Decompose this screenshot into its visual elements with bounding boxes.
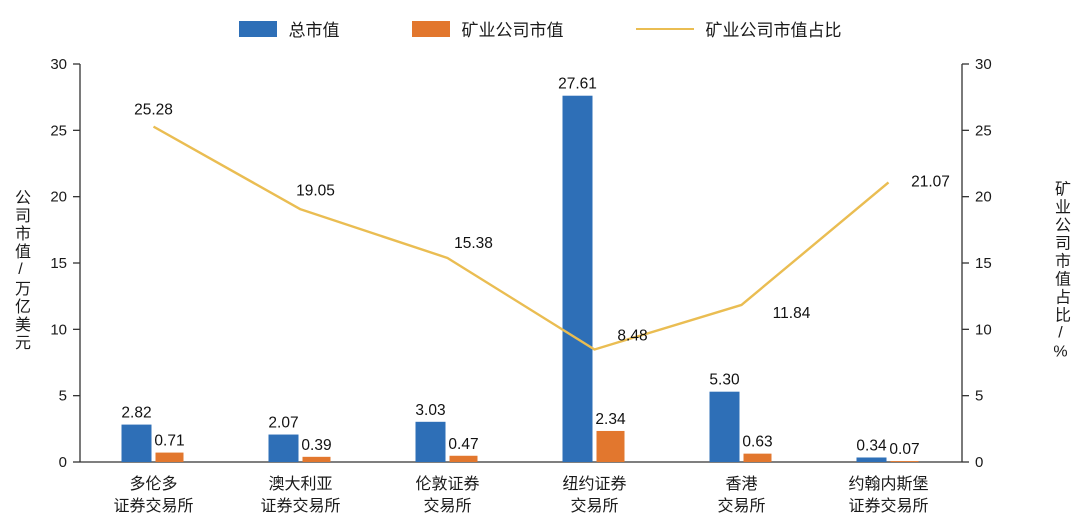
- category-label: 伦敦证券交易所: [415, 475, 479, 515]
- category-label: 多伦多证券交易所: [113, 475, 193, 515]
- right-axis-tick-label: 10: [975, 321, 992, 338]
- category-label: 香港交易所: [717, 475, 765, 515]
- total-market-cap-swatch: [238, 20, 277, 37]
- bar-value-label: 0.63: [742, 434, 772, 451]
- bar-value-label: 0.07: [889, 441, 919, 458]
- left-axis-tick-label: 10: [50, 321, 67, 338]
- bar-total-market-cap-5: [856, 457, 887, 462]
- bar-value-label: 0.34: [856, 437, 887, 454]
- bar-value-label: 0.71: [154, 433, 184, 450]
- bar-mining-market-cap-4: [743, 453, 772, 462]
- line-value-label: 21.07: [911, 173, 950, 190]
- mining-market-cap-swatch: [411, 20, 450, 37]
- category-label: 纽约证券交易所: [562, 475, 626, 515]
- bar-mining-market-cap-1: [302, 456, 331, 462]
- bar-value-label: 2.82: [121, 405, 151, 422]
- left-axis-tick-label: 15: [50, 255, 67, 272]
- bar-value-label: 0.47: [448, 436, 478, 453]
- line-value-label: 25.28: [134, 102, 173, 119]
- right-axis-tick-label: 5: [975, 388, 983, 405]
- legend-label-total-market-cap: 总市值: [288, 21, 340, 40]
- legend-item-mining-share: 矿业公司市值占比: [635, 16, 842, 41]
- bar-total-market-cap-0: [121, 424, 152, 462]
- right-axis-tick-label: 30: [975, 56, 992, 73]
- bar-mining-market-cap-5: [890, 461, 919, 462]
- bar-total-market-cap-4: [709, 391, 740, 462]
- y-axis-title-right: 矿业公司市值占比/%: [1052, 179, 1069, 362]
- legend-label-mining-share: 矿业公司市值占比: [705, 21, 842, 40]
- left-axis-tick-label: 5: [59, 388, 67, 405]
- bar-mining-market-cap-2: [449, 455, 478, 462]
- y-axis-title-left: 公司市值/万亿美元: [12, 188, 29, 352]
- legend-label-mining-market-cap: 矿业公司市值: [461, 21, 564, 40]
- bar-value-label: 3.03: [415, 402, 445, 419]
- bar-mining-market-cap-3: [596, 430, 625, 462]
- category-label: 澳大利亚证券交易所: [260, 475, 340, 515]
- mining-share-line-swatch: [635, 27, 694, 30]
- right-axis-tick-label: 0: [975, 454, 983, 471]
- bar-value-label: 5.30: [709, 372, 740, 389]
- left-axis-tick-label: 30: [50, 56, 67, 73]
- bar-total-market-cap-2: [415, 421, 446, 462]
- right-axis-tick-label: 15: [975, 255, 992, 272]
- bar-mining-market-cap-0: [155, 452, 184, 462]
- bar-total-market-cap-3: [562, 95, 593, 462]
- bar-value-label: 2.34: [595, 411, 626, 428]
- mining-share-line: [152, 125, 890, 351]
- line-value-label: 11.84: [773, 305, 811, 322]
- left-axis-tick-label: 20: [50, 189, 67, 206]
- right-axis-tick-label: 25: [975, 122, 992, 139]
- line-value-label: 15.38: [454, 235, 493, 252]
- legend: 总市值 矿业公司市值 矿业公司市值占比: [0, 16, 1080, 41]
- bar-total-market-cap-1: [268, 434, 299, 462]
- left-axis-tick-label: 0: [59, 454, 67, 471]
- line-value-label: 8.48: [617, 327, 647, 344]
- legend-item-mining-market-cap: 矿业公司市值: [411, 16, 564, 41]
- bar-value-label: 2.07: [268, 415, 298, 432]
- legend-item-total-market-cap: 总市值: [238, 16, 340, 41]
- category-label: 约翰内斯堡证券交易所: [848, 475, 928, 515]
- bar-value-label: 27.61: [558, 76, 597, 93]
- right-axis-tick-label: 20: [975, 189, 992, 206]
- bar-value-label: 0.39: [301, 437, 331, 454]
- left-axis-tick-label: 25: [50, 122, 67, 139]
- line-value-label: 19.05: [296, 182, 335, 199]
